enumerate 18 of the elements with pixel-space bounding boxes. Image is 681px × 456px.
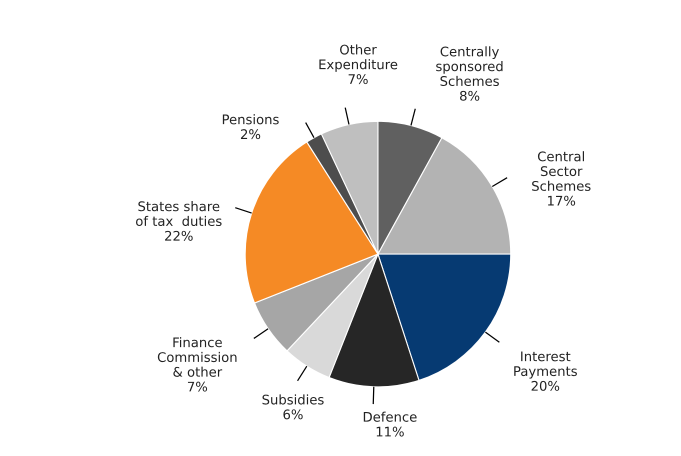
slice-label: Centrally sponsored Schemes	[436, 46, 503, 86]
slice-label: Interest Payments	[514, 352, 577, 379]
slice-label: Subsidies	[262, 394, 324, 405]
slice-label: Central Sector Schemes	[532, 151, 591, 191]
data-label: 22%	[165, 230, 193, 241]
slice-label: Finance Commission & other	[158, 337, 236, 377]
data-label: 11%	[376, 426, 404, 437]
slice-label: Other Expenditure	[319, 44, 398, 72]
data-label: 7%	[188, 382, 208, 392]
data-label: 20%	[532, 380, 560, 391]
data-label: 7%	[348, 74, 368, 84]
data-label: 6%	[283, 409, 303, 420]
slice-label: Defence	[364, 412, 417, 422]
slice-label: Pensions	[222, 114, 279, 124]
slice-label: States share of tax duties	[136, 201, 222, 226]
data-label: 8%	[460, 90, 480, 101]
data-label: 17%	[548, 196, 576, 206]
data-label: 2%	[240, 129, 260, 140]
